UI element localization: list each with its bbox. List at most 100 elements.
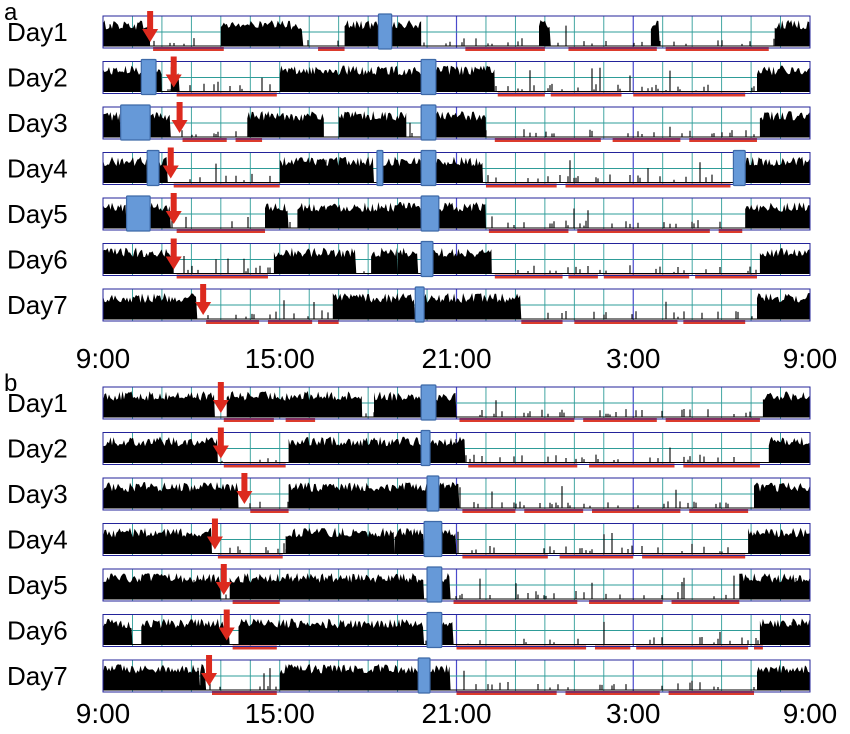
event-marker <box>420 429 431 467</box>
arrow-head <box>165 74 182 88</box>
event-marker <box>423 520 443 558</box>
sleep-bar <box>453 600 578 604</box>
sleep-bar <box>459 418 575 422</box>
day-label: Day3 <box>7 108 68 138</box>
day-row: Day1 <box>7 11 811 51</box>
sleep-bar <box>589 463 675 468</box>
sleep-bar <box>603 274 690 279</box>
sleep-bar <box>488 229 569 233</box>
day-row: Day5 <box>7 193 811 233</box>
day-label: Day4 <box>7 154 68 184</box>
sleep-bar <box>176 229 266 233</box>
sleep-bar <box>665 47 769 51</box>
sleep-bar <box>456 645 587 650</box>
event-marker <box>377 13 393 50</box>
activity-dense <box>103 111 810 137</box>
row-frame <box>102 15 811 49</box>
event-marker <box>420 149 437 187</box>
activity-dense <box>103 391 810 417</box>
day-label: Day6 <box>7 245 68 275</box>
day-label: Day7 <box>7 661 68 691</box>
day-row: Day6 <box>7 238 811 279</box>
row-frame <box>102 659 811 693</box>
arrow-shaft <box>220 564 227 583</box>
event-marker <box>146 149 160 187</box>
row-frame <box>102 523 811 556</box>
activity-dense <box>103 664 810 690</box>
day-label: Day4 <box>7 525 68 555</box>
day-label: Day2 <box>7 63 68 93</box>
activity-dense <box>103 573 810 599</box>
sleep-bar <box>494 138 601 142</box>
day-row: Day3 <box>7 102 811 142</box>
x-tick-label: 15:00 <box>245 343 315 374</box>
activity-spikes <box>103 399 785 417</box>
arrow-shaft <box>200 284 207 303</box>
event-marker <box>417 657 431 694</box>
day-row: Day1 <box>7 382 811 422</box>
arrow-shaft <box>241 473 248 492</box>
arrow-shaft <box>147 11 154 30</box>
row-frame <box>102 568 811 602</box>
sleep-bar <box>695 274 757 279</box>
event-marker <box>120 104 151 141</box>
arrow-shaft <box>223 609 230 629</box>
day-label: Day3 <box>7 479 68 509</box>
activity-spikes <box>131 439 775 463</box>
sleep-bar <box>465 47 545 51</box>
sleep-bar <box>494 274 563 279</box>
panel-b-actogram: Day1 Day2 Day3 Day4 Day5 Day6 Day7 9:00 15:00 21:… <box>7 382 837 729</box>
sleep-bar <box>285 418 316 422</box>
arrow-shaft <box>167 147 174 167</box>
day-label: Day5 <box>7 570 68 600</box>
day-label: Day7 <box>7 290 68 320</box>
activity-spikes <box>105 23 803 46</box>
sleep-bar <box>665 418 760 422</box>
sleep-bar <box>636 645 749 650</box>
arrow-shaft <box>206 655 213 674</box>
event-marker <box>125 195 151 232</box>
row-frame <box>102 243 811 276</box>
arrow-head <box>206 536 223 550</box>
sleep-bar <box>223 463 286 468</box>
sleep-bar <box>232 645 277 650</box>
event-marker <box>426 475 440 512</box>
day-label: Day1 <box>7 17 68 47</box>
sleep-bar <box>592 509 681 513</box>
sleep-bar <box>633 92 746 97</box>
sleep-bar <box>754 645 763 650</box>
day-label: Day2 <box>7 434 68 464</box>
arrow-head <box>218 627 235 641</box>
activity-dense <box>103 293 810 319</box>
sleep-bar <box>689 138 757 142</box>
x-tick-label: 3:00 <box>606 343 661 374</box>
day-label: Day1 <box>7 388 68 418</box>
sleep-bar <box>565 691 660 695</box>
sleep-bar <box>671 600 740 604</box>
arrow-head <box>165 211 182 224</box>
event-marker <box>420 58 437 96</box>
activity-spikes <box>125 531 791 554</box>
day-row: Day4 <box>7 147 811 188</box>
activity-spikes <box>129 621 809 645</box>
arrow-shaft <box>170 56 177 76</box>
sleep-bar <box>211 691 277 695</box>
arrow-head <box>165 256 182 270</box>
sleep-bar <box>568 274 598 279</box>
sleep-bar <box>267 320 313 324</box>
sleep-bar <box>559 554 634 559</box>
activity-dense <box>103 20 810 46</box>
row-frame <box>102 197 811 231</box>
sleep-bar <box>456 691 557 695</box>
arrow-shaft <box>170 238 177 258</box>
activity-dense <box>103 65 810 92</box>
sleep-bar <box>565 183 731 188</box>
sleep-bar <box>223 418 274 422</box>
sleep-bar <box>206 320 260 324</box>
x-tick-label: 9:00 <box>76 698 131 729</box>
arrow-shaft <box>217 382 224 401</box>
activity-spikes <box>137 256 789 274</box>
panel-a-letter: a <box>4 0 18 26</box>
sleep-bar <box>176 92 277 97</box>
row-frame <box>102 477 811 511</box>
